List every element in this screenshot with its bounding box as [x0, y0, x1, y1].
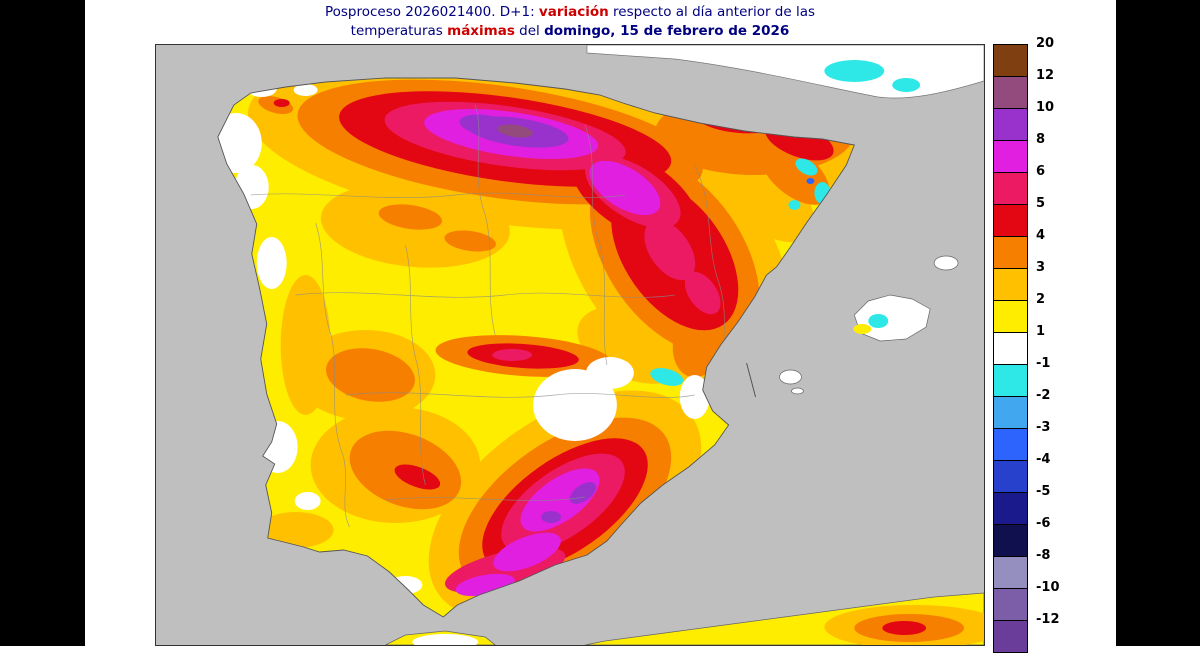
legend-label: 4	[1036, 228, 1046, 243]
legend-label: 2	[1036, 292, 1046, 307]
legend-swatch	[993, 364, 1028, 397]
legend-label: -3	[1036, 420, 1051, 435]
legend-swatch	[993, 268, 1028, 301]
title-segment: del	[514, 23, 545, 39]
legend-label: -1	[1036, 356, 1051, 371]
legend-label: -12	[1036, 612, 1060, 627]
legend-entry: 2	[993, 292, 1045, 333]
legend-swatch	[993, 620, 1028, 653]
letterbox-bar-right	[1116, 0, 1200, 646]
legend-label: 6	[1036, 164, 1046, 179]
legend-entry: -6	[993, 516, 1050, 557]
map-title-line1: Posproceso 2026021400. D+1: variación re…	[155, 3, 985, 22]
legend-entry: 10	[993, 100, 1054, 141]
legend-label: 1	[1036, 324, 1046, 339]
letterbox-bar-left	[0, 0, 85, 646]
legend-swatch	[993, 44, 1028, 77]
title-segment: máximas	[447, 23, 515, 39]
legend-entry: 6	[993, 164, 1045, 205]
legend-swatch	[993, 236, 1028, 269]
title-segment: Posproceso 2026021400. D+1:	[324, 4, 539, 20]
balearic-islands	[746, 255, 959, 398]
legend-entry: 3	[993, 260, 1045, 301]
legend-label: 12	[1036, 68, 1055, 83]
france-landmass	[586, 45, 984, 99]
legend-swatch	[993, 492, 1028, 525]
map-scale-line	[746, 362, 757, 398]
legend-entry: -12	[993, 612, 1060, 653]
legend-label: 8	[1036, 132, 1046, 147]
legend-entry: 5	[993, 196, 1045, 237]
legend-swatch	[993, 524, 1028, 557]
legend-swatch	[993, 332, 1028, 365]
legend-label: 10	[1036, 100, 1055, 115]
title-segment: temperaturas	[350, 23, 448, 39]
title-segment: domingo, 15 de febrero de 2026	[544, 23, 790, 39]
legend-label: 5	[1036, 196, 1046, 211]
map-title-line2: temperaturas máximas del domingo, 15 de …	[155, 22, 985, 41]
legend-entry: 8	[993, 132, 1045, 173]
legend-entry: -2	[993, 388, 1050, 429]
africa-landmass	[385, 592, 984, 645]
legend-label: 3	[1036, 260, 1046, 275]
weather-map-panel	[155, 44, 985, 646]
legend-label: -4	[1036, 452, 1051, 467]
legend-swatch	[993, 460, 1028, 493]
legend-entry: 20	[993, 36, 1054, 77]
legend-swatch	[993, 428, 1028, 461]
legend-label: -5	[1036, 484, 1051, 499]
legend-entry: -3	[993, 420, 1050, 461]
legend-swatch	[993, 588, 1028, 621]
legend-swatch	[993, 140, 1028, 173]
legend-label: 20	[1036, 36, 1055, 51]
map-title: Posproceso 2026021400. D+1: variación re…	[155, 3, 985, 41]
legend-swatch	[993, 556, 1028, 589]
legend-entry: -8	[993, 548, 1050, 589]
legend-entry: 12	[993, 68, 1054, 109]
legend-label: -10	[1036, 580, 1060, 595]
title-segment: variación	[538, 4, 609, 20]
legend-swatch	[993, 108, 1028, 141]
weather-map-svg	[156, 45, 984, 645]
legend-swatch	[993, 300, 1028, 333]
legend-swatch	[993, 396, 1028, 429]
legend-label: -8	[1036, 548, 1051, 563]
legend-entry: 1	[993, 324, 1045, 365]
legend-swatch	[993, 204, 1028, 237]
legend-swatch	[993, 76, 1028, 109]
legend-entry: 4	[993, 228, 1045, 269]
legend-entry: -10	[993, 580, 1060, 621]
legend-entry: -1	[993, 356, 1050, 397]
color-scale-legend: 20 12 10 8 6 5 4 3 2 1 -1 -2 -3 -4 -5 -6 -8 -10 -12	[993, 36, 1073, 653]
legend-entry: -5	[993, 484, 1050, 525]
title-segment: respecto al día anterior de las	[608, 4, 816, 20]
legend-label: -6	[1036, 516, 1051, 531]
legend-entry: -4	[993, 452, 1050, 493]
legend-swatch	[993, 172, 1028, 205]
legend-label: -2	[1036, 388, 1051, 403]
